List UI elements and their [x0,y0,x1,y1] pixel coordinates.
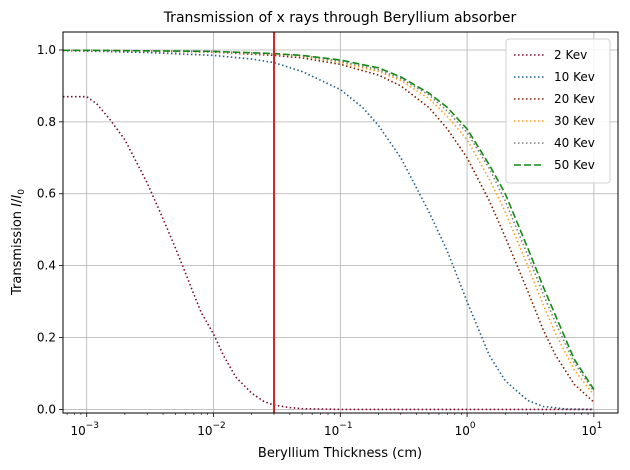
y-axis-label-numerator: I [10,203,25,207]
chart-title: Transmission of x rays through Beryllium… [163,10,517,26]
x-tick-label: 10−3 [70,421,99,438]
y-tick-label: 0.0 [37,402,56,416]
legend-label: 40 Kev [554,136,595,150]
x-tick-label: 10−1 [324,421,353,438]
x-tick-label-exponent: −2 [213,421,226,431]
series-line [62,49,594,411]
x-tick-label-base: 10 [455,424,470,438]
y-axis-label: Transmission I/I0 [10,189,27,296]
legend-label: 20 Kev [554,92,595,106]
y-tick-label: 0.8 [37,115,56,129]
y-tick-label: 1.0 [37,43,56,57]
x-axis-label: Beryllium Thickness (cm) [258,446,422,461]
series-line [63,49,595,403]
x-tick-label-base: 10 [581,424,596,438]
x-tick-label: 10−2 [197,421,226,438]
x-tick-label-base: 10 [197,424,212,438]
legend-label: 2 Kev [554,48,587,62]
y-axis-label-text: Transmission [10,207,25,296]
x-tick-label-base: 10 [70,424,85,438]
x-tick-label: 100 [455,421,476,438]
x-tick-label-exponent: −1 [339,421,352,431]
y-axis-label-subscript: 0 [17,189,27,195]
series-line [63,49,595,391]
x-tick-label: 101 [581,421,602,438]
legend-label: 50 Kev [554,158,595,172]
legend-box [505,38,611,184]
y-tick-label: 0.4 [37,259,56,273]
x-tick-label-exponent: −3 [86,421,99,431]
y-axis-label-denominator: I [10,195,25,199]
y-tick-label: 0.2 [37,331,56,345]
x-tick-label-exponent: 0 [470,421,476,431]
plot-series [62,49,595,411]
y-axis-label-sep: / [10,198,25,203]
y-tick-label: 0.6 [37,187,56,201]
series-line [63,95,594,411]
legend-label: 30 Kev [554,114,595,128]
x-tick-label-exponent: 1 [597,421,603,431]
legend: 2 Kev 10 Kev 20 Kev 30 Kev 40 Kev 50 Kev [505,38,611,184]
x-tick-label-base: 10 [324,424,339,438]
legend-label: 10 Kev [554,70,595,84]
